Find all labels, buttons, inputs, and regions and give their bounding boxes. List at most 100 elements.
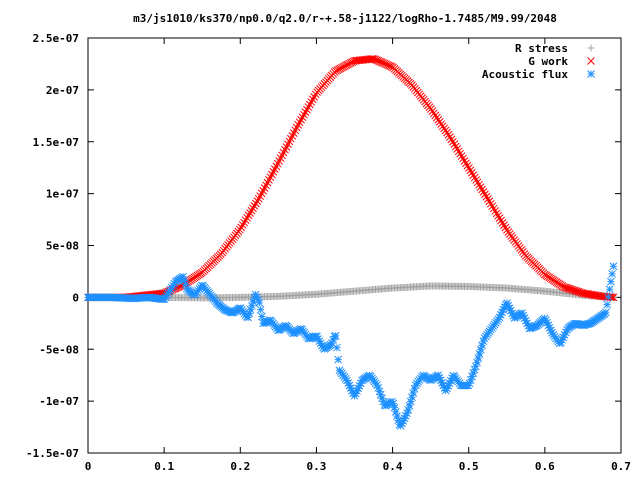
data-point xyxy=(541,316,550,324)
y-tick-label: -1e-07 xyxy=(39,395,79,408)
data-point xyxy=(472,176,481,184)
data-point xyxy=(457,152,466,160)
data-point xyxy=(482,192,491,201)
y-tick-label: 1.5e-07 xyxy=(33,136,79,149)
x-tick-label: 0 xyxy=(85,460,92,473)
data-point xyxy=(575,288,584,297)
y-tick-label: -1.5e-07 xyxy=(26,447,79,460)
data-point xyxy=(495,214,504,222)
data-point xyxy=(474,354,483,362)
data-point xyxy=(438,379,446,387)
data-point xyxy=(459,154,467,163)
x-tick-label: 0.6 xyxy=(535,460,555,473)
data-point xyxy=(333,343,341,352)
data-point xyxy=(489,204,498,213)
x-tick-label: 0.1 xyxy=(154,460,174,473)
data-point xyxy=(479,188,488,196)
legend-marker xyxy=(587,70,595,78)
data-point xyxy=(568,285,577,294)
data-point xyxy=(240,218,249,227)
data-point xyxy=(368,55,377,63)
data-point xyxy=(501,223,510,232)
data-point xyxy=(604,293,613,301)
data-point xyxy=(465,164,473,172)
data-point xyxy=(444,130,453,139)
data-point xyxy=(492,209,501,218)
data-point xyxy=(454,147,463,156)
data-point xyxy=(344,379,353,387)
data-point xyxy=(447,135,456,144)
data-point xyxy=(448,137,457,146)
y-tick-label: -5e-08 xyxy=(39,343,79,356)
data-point xyxy=(564,284,572,293)
data-point xyxy=(255,299,264,307)
data-point xyxy=(247,206,256,215)
data-point xyxy=(241,216,250,225)
data-point xyxy=(565,285,574,293)
data-point xyxy=(561,283,570,292)
y-tick-label: 5e-08 xyxy=(46,240,79,253)
data-point xyxy=(608,293,616,302)
data-point xyxy=(258,312,266,321)
data-point xyxy=(485,197,494,206)
data-point xyxy=(453,145,462,153)
data-point xyxy=(456,149,465,158)
legend-label: R stress xyxy=(515,42,568,55)
series-layer xyxy=(84,55,618,430)
data-point xyxy=(602,308,610,317)
data-point xyxy=(473,178,482,187)
data-point xyxy=(466,166,475,175)
data-point xyxy=(607,277,615,286)
data-point xyxy=(605,285,614,294)
data-point xyxy=(450,140,459,148)
y-tick-label: 2.5e-07 xyxy=(33,32,79,45)
data-point xyxy=(253,197,262,205)
data-point xyxy=(243,213,251,222)
data-point xyxy=(250,202,259,210)
data-point xyxy=(446,133,454,141)
data-point xyxy=(249,204,257,213)
x-axis: 0 0.1 0.2 0.3 0.4 0.5 0.6 0.7 xyxy=(85,38,631,473)
data-point xyxy=(498,219,507,227)
data-point xyxy=(609,262,618,271)
x-tick-label: 0.4 xyxy=(383,460,403,473)
y-tick-label: 2e-07 xyxy=(46,84,79,97)
data-point xyxy=(603,300,611,309)
data-point xyxy=(608,270,616,278)
data-point xyxy=(494,315,503,324)
data-point xyxy=(476,183,485,191)
chart-title: m3/js1010/ks370/np0.0/q2.0/r-+.58-j1122/… xyxy=(133,12,557,25)
x-tick-label: 0.3 xyxy=(306,460,326,473)
data-point xyxy=(500,221,508,230)
data-point xyxy=(251,199,260,208)
data-point xyxy=(488,202,497,211)
data-point xyxy=(451,142,460,151)
data-point xyxy=(567,285,575,294)
data-point xyxy=(559,283,568,291)
data-point xyxy=(244,211,253,220)
data-point xyxy=(462,159,470,168)
data-point xyxy=(475,180,483,189)
data-point xyxy=(256,305,265,314)
data-point xyxy=(391,408,400,416)
y-axis: -1.5e-07 -1e-07 -5e-08 0 5e-08 1e-07 1.5e-07 2e… xyxy=(26,32,621,460)
data-point xyxy=(246,209,254,217)
data-point xyxy=(494,211,502,220)
data-point xyxy=(571,286,580,295)
data-point xyxy=(460,156,469,165)
data-point xyxy=(467,168,476,177)
data-point xyxy=(562,284,571,292)
data-point xyxy=(469,171,478,180)
series-g-work xyxy=(84,55,618,302)
data-point xyxy=(484,195,492,203)
data-point xyxy=(235,225,244,234)
series-acoustic-flux xyxy=(84,262,618,430)
data-point xyxy=(334,355,343,364)
x-tick-label: 0.5 xyxy=(459,460,479,473)
data-point xyxy=(331,331,340,340)
data-point xyxy=(238,221,247,229)
legend-marker xyxy=(587,44,595,52)
data-point xyxy=(237,223,246,232)
